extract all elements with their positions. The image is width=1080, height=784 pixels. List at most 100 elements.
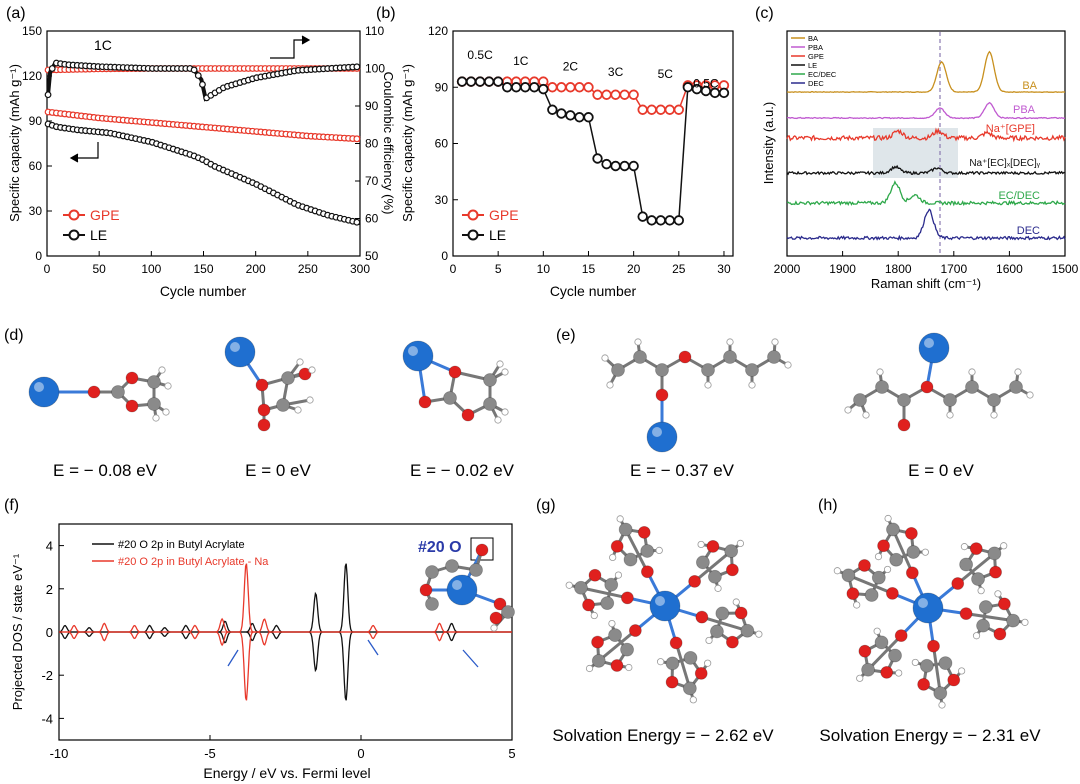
data-point-b-le: [511, 82, 522, 93]
carbon-atom: [501, 605, 515, 619]
legend-f: #20 O 2p in Butyl Acrylate #20 O 2p in B…: [92, 539, 269, 568]
data-point-le: [194, 72, 202, 79]
hydrogen-atom: [1026, 391, 1034, 399]
sodium-atom: [402, 340, 434, 372]
carbon-atom: [1009, 380, 1023, 394]
legend-label-c: PBA: [808, 43, 823, 52]
carbon-atom: [861, 662, 876, 677]
x-tick-label-c: 2000: [774, 262, 801, 276]
curve-label: PBA: [1013, 104, 1036, 116]
y2-tick-label-a: 50: [365, 249, 379, 263]
hydrogen-atom: [490, 624, 498, 632]
hydrogen-atom: [606, 381, 614, 389]
hydrogen-atom: [704, 659, 712, 667]
sodium-atom: [912, 592, 944, 624]
energy-d2: E = 0 eV: [245, 461, 311, 480]
oxygen-atom: [669, 636, 683, 650]
x-axis-label-c: Raman shift (cm⁻¹): [871, 276, 981, 291]
hydrogen-atom: [911, 658, 919, 667]
oxygen-atom: [489, 611, 503, 625]
y-tick-label-f: -4: [41, 711, 53, 726]
data-point-b-gpe: [610, 89, 621, 100]
hydrogen-atom: [590, 611, 598, 620]
oxygen-atom: [904, 526, 918, 540]
oxygen-atom: [858, 559, 871, 572]
oxygen-atom: [298, 367, 312, 381]
x-tick-label-c: 1800: [885, 262, 912, 276]
data-point-b-le: [456, 76, 468, 87]
hydrogen-atom: [895, 669, 903, 677]
data-point-le: [190, 66, 198, 74]
rate-label: 1C: [513, 54, 529, 68]
y-tick-label-b: 30: [435, 193, 449, 207]
carbon-atom: [853, 393, 867, 407]
legend-label-c: LE: [808, 61, 817, 70]
carbon-atom: [933, 686, 948, 701]
legend-ba-label: #20 O 2p in Butyl Acrylate: [118, 539, 245, 551]
data-point-b-le: [538, 83, 549, 95]
carbon-atom: [724, 544, 739, 558]
y-tick-label-f: 2: [46, 582, 53, 597]
oxygen-atom: [951, 577, 965, 590]
data-point-b-le: [565, 110, 576, 121]
oxygen-atom: [993, 627, 1007, 641]
oxygen-atom: [610, 539, 624, 553]
x-tick-label-a: 150: [193, 262, 213, 276]
curve-label: DEC: [1017, 225, 1040, 237]
oxygen-atom: [688, 575, 702, 588]
oxygen-atom: [493, 597, 507, 611]
y-tick-label-a: 120: [22, 69, 42, 83]
hydrogen-atom: [755, 630, 763, 638]
curve-label: EC/DEC: [998, 190, 1040, 202]
hydrogen-atom: [1021, 618, 1029, 626]
spectrum-ec-dec: [786, 180, 1066, 207]
y2-tick-label-a: 110: [365, 24, 384, 38]
oxygen-atom: [640, 565, 654, 579]
hydrogen-atom: [609, 553, 617, 562]
data-point-b-le: [619, 160, 630, 172]
hydrogen-atom: [876, 368, 884, 376]
sodium-atom: [646, 421, 678, 453]
legend-le-label: LE: [90, 227, 107, 243]
dos-up-0: [58, 563, 512, 633]
oxygen-atom: [655, 388, 669, 402]
hydrogen-atom: [501, 408, 509, 416]
data-point-b-le: [465, 76, 477, 87]
data-point-b-gpe: [673, 104, 685, 115]
carbon-atom: [147, 375, 161, 389]
x-tick-label-a: 50: [92, 262, 106, 276]
carbon-atom: [633, 350, 647, 364]
bond: [580, 586, 628, 600]
y-tick-label-a: 150: [22, 24, 42, 38]
carbon-atom: [897, 393, 911, 407]
oxygen-atom: [734, 606, 748, 620]
data-point-b-le: [492, 76, 504, 87]
carbon-atom: [640, 544, 655, 558]
oxygen-atom: [610, 659, 624, 672]
hydrogen-atom: [748, 381, 756, 389]
carbon-atom: [483, 373, 497, 387]
bond: [891, 528, 914, 574]
carbon-atom: [886, 522, 900, 537]
y-tick-label-a: 90: [29, 114, 43, 128]
hydrogen-atom: [856, 674, 864, 682]
oxygen-atom: [969, 542, 983, 556]
panel-label-b: (b): [376, 5, 396, 22]
carbon-atom: [767, 350, 781, 364]
energy-d1: E = − 0.08 eV: [53, 461, 158, 480]
hydrogen-atom: [625, 663, 633, 672]
y2-tick-label-a: 60: [365, 212, 379, 226]
oxygen-atom: [706, 540, 720, 553]
oxygen-atom: [125, 371, 139, 385]
data-point-b-gpe: [556, 82, 567, 93]
legend-gpe-label: GPE: [90, 207, 120, 223]
legend-label-c: DEC: [808, 79, 824, 88]
hydrogen-atom: [164, 382, 172, 390]
sodium-atom: [446, 574, 478, 606]
ec-na-complex-2: [224, 336, 316, 432]
dos-up-1: [59, 563, 512, 633]
hydrogen-atom: [162, 408, 170, 416]
hydrogen-atom: [874, 553, 883, 561]
data-point-b-gpe: [646, 104, 657, 115]
bond: [956, 552, 996, 585]
